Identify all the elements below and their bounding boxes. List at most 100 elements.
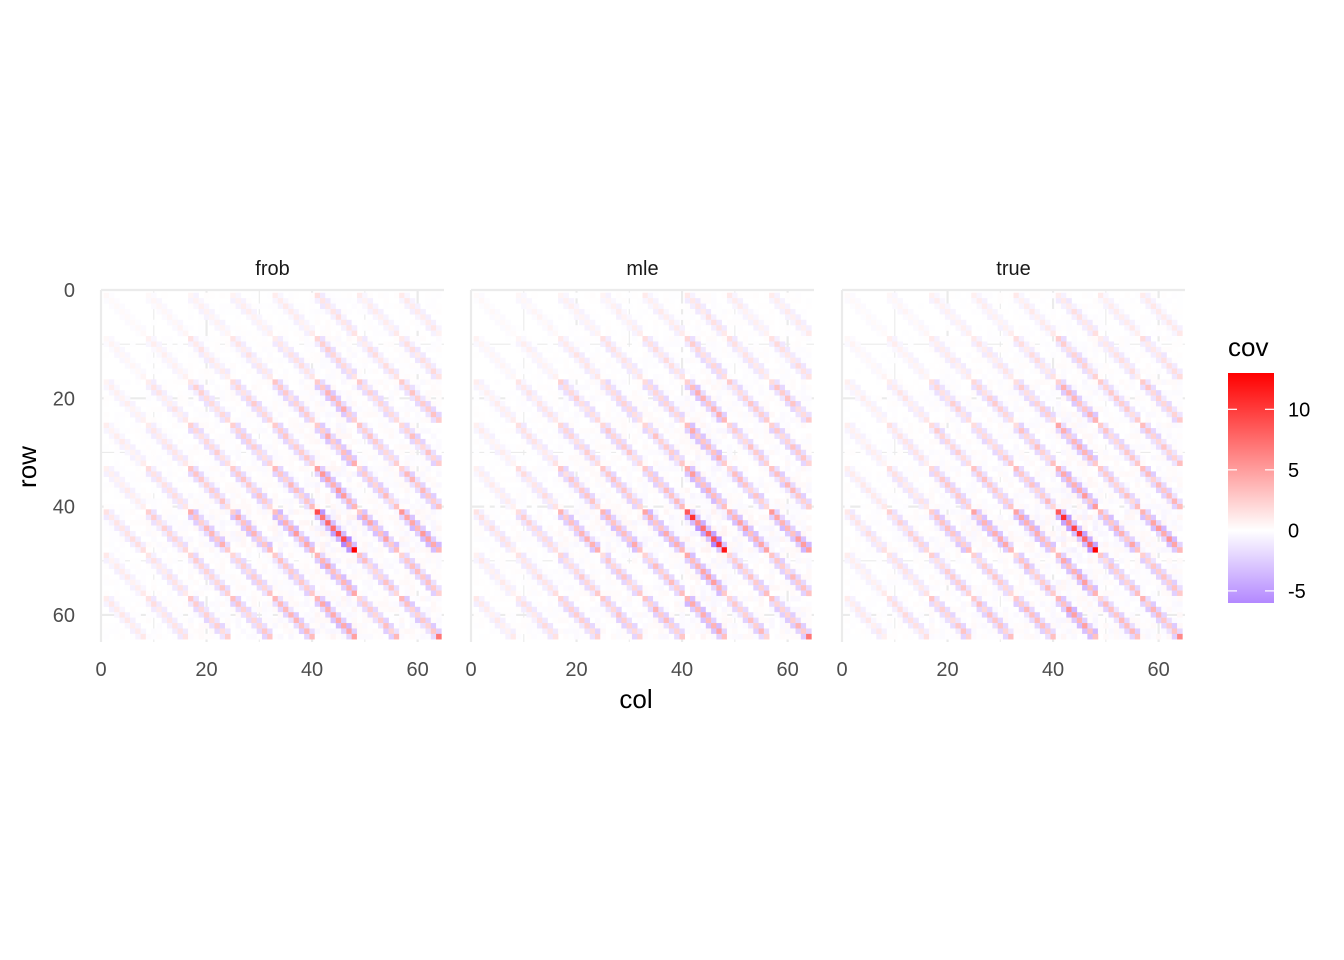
heatmap-cell [753, 384, 759, 391]
heatmap-cell [277, 482, 284, 488]
heatmap-cell [742, 433, 749, 440]
heatmap-cell [277, 455, 284, 461]
heatmap-cell [542, 422, 548, 429]
heatmap-cell [325, 298, 331, 304]
heatmap-cell [235, 558, 242, 564]
heatmap-cell [341, 617, 347, 624]
heatmap-cell [616, 352, 622, 358]
heatmap-cell [563, 428, 569, 434]
heatmap-cell [103, 298, 110, 304]
heatmap-cell [653, 444, 659, 450]
heatmap-cell [351, 590, 358, 597]
heatmap-cell [341, 585, 347, 591]
heatmap-cell [367, 471, 374, 477]
heatmap-cell [151, 428, 157, 434]
heatmap-cell [414, 384, 421, 391]
heatmap-cell [277, 449, 284, 456]
heatmap-cell [716, 449, 722, 456]
heatmap-cell [383, 341, 389, 348]
heatmap-cell [351, 298, 358, 304]
heatmap-cell [256, 493, 263, 499]
heatmap-cell [235, 384, 242, 391]
heatmap-cell [568, 401, 575, 407]
heatmap-cell [161, 292, 168, 299]
heatmap-cell [135, 623, 141, 629]
heatmap-cell [806, 411, 812, 418]
heatmap-cell [246, 476, 252, 483]
heatmap-cell [225, 558, 231, 564]
heatmap-cell [351, 395, 358, 402]
heatmap-cell [647, 352, 654, 358]
heatmap-cell [573, 411, 580, 418]
heatmap-cell [695, 368, 701, 375]
heatmap-cell [293, 444, 300, 450]
heatmap-cell [420, 428, 426, 434]
heatmap-cell [198, 525, 205, 532]
heatmap-cell [378, 498, 384, 505]
heatmap-cell [314, 579, 321, 586]
heatmap-cell [293, 590, 300, 597]
heatmap-cell [404, 471, 410, 477]
heatmap-cell [362, 401, 368, 407]
heatmap-cell [610, 384, 617, 391]
heatmap-cell [277, 579, 284, 586]
heatmap-cell [753, 395, 759, 402]
heatmap-cell [246, 438, 252, 445]
heatmap-cell [700, 357, 707, 364]
heatmap-cell [346, 336, 352, 342]
heatmap-cell [653, 352, 659, 358]
heatmap-cell [246, 390, 252, 396]
heatmap-cell [784, 406, 791, 413]
heatmap-cell [351, 558, 358, 564]
heatmap-cell [484, 341, 490, 348]
heatmap-cell [161, 433, 168, 440]
heatmap-cell [763, 314, 770, 320]
heatmap-cell [198, 585, 205, 591]
heatmap-cell [494, 363, 501, 369]
heatmap-cell [800, 352, 807, 358]
heatmap-cell [124, 487, 131, 494]
heatmap-cell [193, 547, 199, 553]
heatmap-cell [414, 314, 421, 320]
heatmap-cell [219, 525, 226, 532]
heatmap-cell [367, 319, 374, 326]
heatmap-cell [203, 346, 210, 353]
heatmap-cell [547, 314, 554, 320]
heatmap-cell [103, 579, 110, 586]
heatmap-cell [378, 379, 384, 385]
heatmap-cell [283, 401, 289, 407]
heatmap-cell [684, 330, 691, 337]
heatmap-cell [668, 319, 675, 326]
heatmap-cell [108, 503, 115, 510]
heatmap-cell [166, 341, 173, 348]
heatmap-cell [489, 395, 496, 402]
heatmap-cell [600, 417, 606, 423]
heatmap-cell [362, 520, 368, 526]
x-tick-label: 40 [301, 659, 323, 681]
heatmap-cell [298, 590, 305, 597]
heatmap-cell [779, 368, 786, 375]
heatmap-cell [531, 346, 538, 353]
heatmap-cell [404, 509, 410, 515]
heatmap-cell [246, 547, 252, 553]
heatmap-cell [177, 552, 184, 559]
heatmap-cell [124, 585, 131, 591]
heatmap-cell [177, 460, 184, 467]
heatmap-cell [177, 612, 184, 618]
heatmap-cell [272, 460, 279, 467]
heatmap-cell [298, 303, 305, 310]
heatmap-cell [293, 612, 300, 618]
heatmap-cell [436, 482, 442, 488]
heatmap-cell [288, 482, 294, 488]
heatmap-cell [214, 411, 221, 418]
heatmap-cell [489, 460, 496, 467]
heatmap-cell [521, 292, 527, 299]
heatmap-cell [198, 303, 205, 310]
heatmap-cell [393, 428, 400, 434]
heatmap-cell [182, 433, 189, 440]
heatmap-cell [399, 357, 405, 364]
heatmap-cell [166, 493, 173, 499]
heatmap-cell [711, 417, 717, 423]
heatmap-cell [399, 314, 405, 320]
heatmap-cell [563, 357, 569, 364]
